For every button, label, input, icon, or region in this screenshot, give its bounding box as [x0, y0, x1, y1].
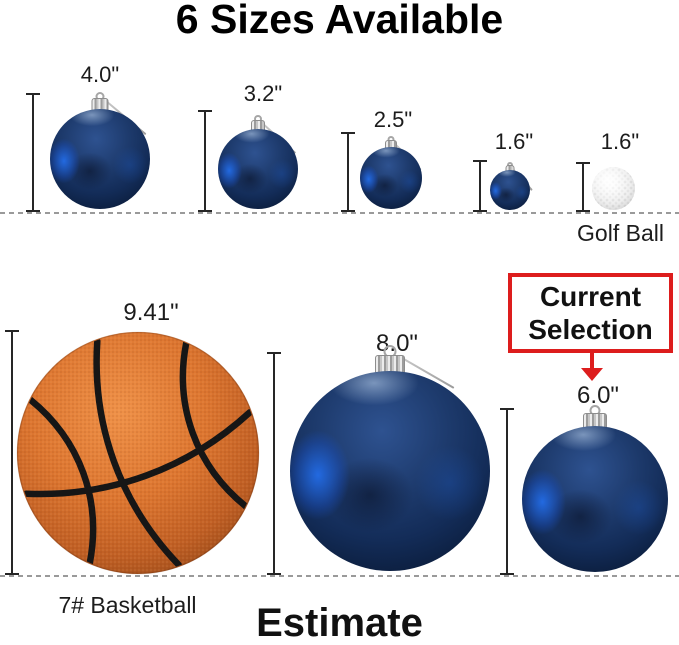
page-title: 6 Sizes Available: [175, 0, 504, 42]
measure-line-8in: [267, 352, 281, 575]
current-selection-callout: Current Selection: [508, 273, 673, 353]
size-label-1-6in-ornament: 1.6": [494, 129, 534, 154]
callout-arrow-head: [581, 368, 603, 381]
measure-line-1-6in-ornament: [473, 160, 487, 212]
measure-line-4in: [26, 93, 40, 212]
ornament-ball: [290, 371, 490, 571]
estimate-label: Estimate: [256, 601, 423, 645]
size-label-4in: 4.0": [80, 62, 120, 87]
size-label-6in: 6.0": [577, 382, 619, 409]
measure-line-2-5in: [341, 132, 355, 212]
measure-line-3-2in: [198, 110, 212, 212]
basketball-caption: 7# Basketball: [58, 592, 197, 618]
callout-line-2: Selection: [528, 314, 653, 345]
bottom-row-baseline: [0, 575, 679, 577]
golf-ball-image: [592, 167, 635, 210]
size-label-3-2in: 3.2": [243, 81, 283, 106]
size-label-basketball: 9.41": [123, 299, 179, 326]
size-label-2-5in: 2.5": [373, 107, 413, 132]
ornament-ball: [50, 109, 150, 209]
ornament-ball: [218, 129, 298, 209]
ornament-ball: [490, 170, 530, 210]
basketball-image: [16, 331, 260, 575]
golf-ball-caption: Golf Ball: [577, 220, 664, 246]
callout-arrow-shaft: [590, 353, 594, 369]
measure-line-basketball: [5, 330, 19, 575]
measure-line-golf: [576, 162, 590, 212]
size-label-1-6in-golf: 1.6": [600, 129, 640, 154]
top-row-baseline: [0, 212, 679, 214]
measure-line-6in: [500, 408, 514, 575]
ornament-ball: [522, 426, 668, 572]
callout-line-1: Current: [539, 281, 642, 312]
ornament-ball: [360, 147, 422, 209]
size-label-8in: 8.0": [376, 330, 418, 357]
